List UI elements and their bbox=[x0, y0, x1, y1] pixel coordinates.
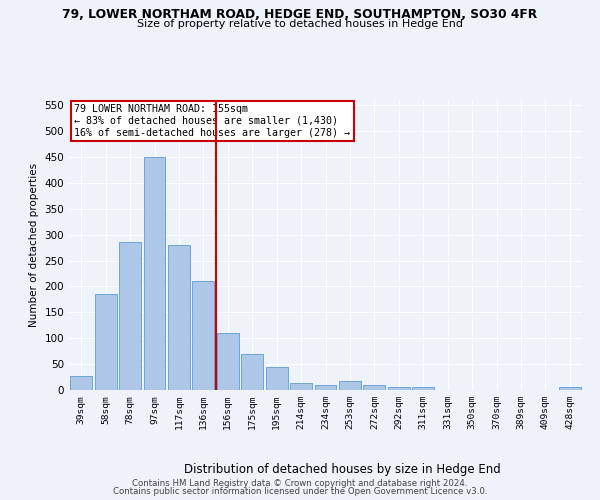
Bar bbox=[70, 376, 92, 390]
Text: Contains public sector information licensed under the Open Government Licence v3: Contains public sector information licen… bbox=[113, 487, 487, 496]
Bar bbox=[388, 387, 410, 390]
Bar bbox=[412, 388, 434, 390]
Bar bbox=[193, 281, 214, 390]
Text: Contains HM Land Registry data © Crown copyright and database right 2024.: Contains HM Land Registry data © Crown c… bbox=[132, 478, 468, 488]
Bar bbox=[290, 384, 312, 390]
Bar bbox=[559, 388, 581, 390]
Bar bbox=[168, 245, 190, 390]
Bar bbox=[314, 385, 337, 390]
Bar bbox=[119, 242, 141, 390]
Text: Distribution of detached houses by size in Hedge End: Distribution of detached houses by size … bbox=[184, 462, 500, 475]
Bar bbox=[339, 380, 361, 390]
Bar bbox=[143, 157, 166, 390]
Bar bbox=[364, 385, 385, 390]
Bar bbox=[241, 354, 263, 390]
Text: 79, LOWER NORTHAM ROAD, HEDGE END, SOUTHAMPTON, SO30 4FR: 79, LOWER NORTHAM ROAD, HEDGE END, SOUTH… bbox=[62, 8, 538, 20]
Text: 79 LOWER NORTHAM ROAD: 155sqm
← 83% of detached houses are smaller (1,430)
16% o: 79 LOWER NORTHAM ROAD: 155sqm ← 83% of d… bbox=[74, 104, 350, 138]
Bar bbox=[266, 366, 287, 390]
Text: Size of property relative to detached houses in Hedge End: Size of property relative to detached ho… bbox=[137, 19, 463, 29]
Y-axis label: Number of detached properties: Number of detached properties bbox=[29, 163, 39, 327]
Bar bbox=[95, 294, 116, 390]
Bar bbox=[217, 333, 239, 390]
